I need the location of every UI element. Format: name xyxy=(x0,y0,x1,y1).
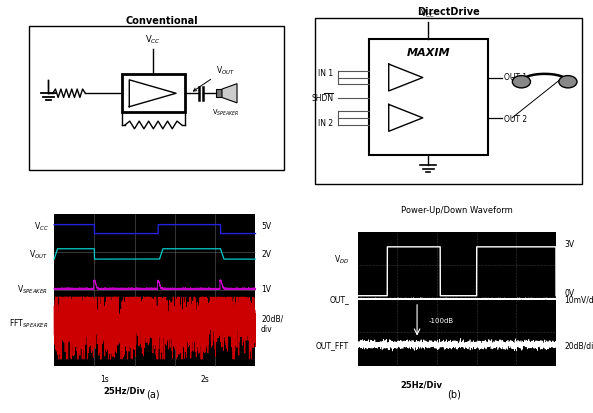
Text: OUT 2: OUT 2 xyxy=(503,115,527,124)
Text: DirectDrive: DirectDrive xyxy=(417,7,480,17)
Bar xyxy=(315,19,582,184)
Text: 5V: 5V xyxy=(261,222,271,231)
Bar xyxy=(54,215,256,366)
Text: 1V: 1V xyxy=(261,285,271,294)
Text: V$_{SPEAKER}$: V$_{SPEAKER}$ xyxy=(17,283,49,295)
Bar xyxy=(358,232,556,366)
Text: MAXIM: MAXIM xyxy=(407,48,450,58)
Text: 10mV/div: 10mV/div xyxy=(565,294,593,304)
Circle shape xyxy=(512,76,531,89)
Polygon shape xyxy=(222,84,237,104)
Text: (a): (a) xyxy=(146,389,160,399)
Text: OUT_: OUT_ xyxy=(329,294,349,304)
Bar xyxy=(369,40,488,155)
Text: 1s: 1s xyxy=(100,374,109,383)
Text: Power-Up/Down Waveform: Power-Up/Down Waveform xyxy=(401,206,512,215)
Text: 2s: 2s xyxy=(201,374,209,383)
Text: IN 1: IN 1 xyxy=(318,69,333,78)
Text: V$_{OUT}$: V$_{OUT}$ xyxy=(30,248,49,260)
Text: V$_{OUT}$: V$_{OUT}$ xyxy=(193,64,235,92)
Text: 3V: 3V xyxy=(565,240,575,249)
Text: IN 2: IN 2 xyxy=(318,119,333,128)
Bar xyxy=(216,90,222,98)
Text: OUT_FFT: OUT_FFT xyxy=(316,340,349,349)
Bar xyxy=(122,75,184,113)
Text: 0V: 0V xyxy=(565,288,575,297)
Bar xyxy=(28,27,284,171)
Text: V$_{CC}$: V$_{CC}$ xyxy=(34,220,49,233)
Text: V$_{DD}$: V$_{DD}$ xyxy=(334,253,349,266)
Text: 25Hz/Div: 25Hz/Div xyxy=(400,380,442,389)
Text: (b): (b) xyxy=(447,389,461,399)
Text: 20dB/
div: 20dB/ div xyxy=(261,314,283,333)
Text: OUT 1: OUT 1 xyxy=(503,73,527,82)
Text: V$_{SPEAKER}$: V$_{SPEAKER}$ xyxy=(212,108,240,118)
Text: Conventional: Conventional xyxy=(126,16,198,26)
Text: 20dB/div: 20dB/div xyxy=(565,340,593,349)
Text: 2V: 2V xyxy=(261,249,271,259)
Text: V$_{CC}$: V$_{CC}$ xyxy=(145,34,161,46)
Text: -100dB: -100dB xyxy=(428,318,454,323)
Text: SHDN: SHDN xyxy=(311,94,333,103)
Text: V$_{CC}$: V$_{CC}$ xyxy=(420,8,436,20)
Text: FFT$_{SPEAKER}$: FFT$_{SPEAKER}$ xyxy=(9,317,49,330)
Text: 25Hz/Div: 25Hz/Div xyxy=(104,385,146,394)
Circle shape xyxy=(559,76,577,89)
